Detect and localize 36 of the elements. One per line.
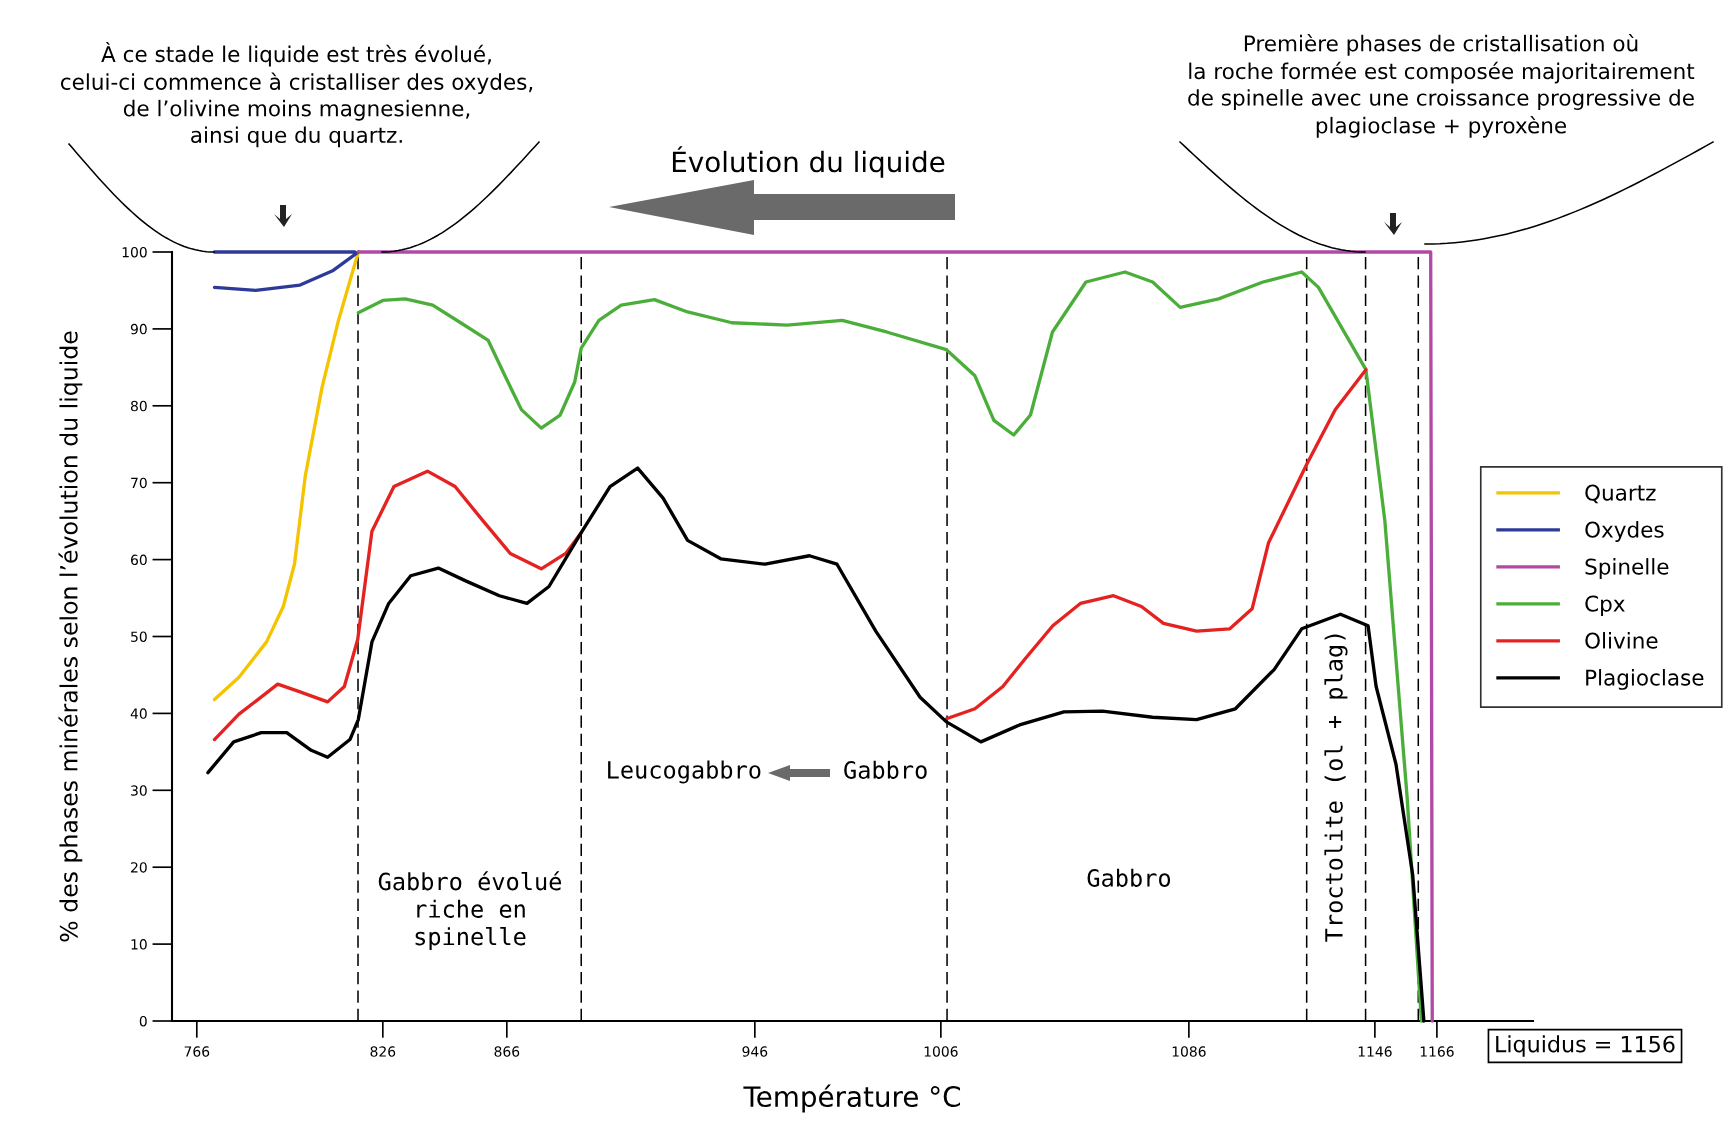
x-tick-label: 946 bbox=[742, 1046, 768, 1057]
annotation: Gabbro bbox=[844, 760, 927, 779]
y-tick-label: 80 bbox=[130, 400, 147, 412]
y-axis-title: % des phases minérales selon l’évolution du liquide bbox=[58, 331, 83, 942]
legend-label: Plagioclase bbox=[1586, 669, 1704, 690]
x-axis-title: Température °C bbox=[743, 1084, 961, 1113]
legend-label: Quartz bbox=[1585, 484, 1656, 504]
x-tick-label: 1146 bbox=[1358, 1046, 1392, 1057]
legend-label: Olivine bbox=[1585, 632, 1658, 649]
annotation: Gabbro évolué riche en spinelle bbox=[378, 871, 562, 950]
legend-label: Oxydes bbox=[1585, 521, 1664, 542]
y-tick-label: 30 bbox=[131, 785, 147, 796]
x-tick-label: 1086 bbox=[1172, 1046, 1206, 1057]
x-tick-label: 826 bbox=[370, 1046, 396, 1057]
x-tick-label: 866 bbox=[494, 1046, 520, 1057]
x-tick-label: 1166 bbox=[1420, 1046, 1454, 1057]
y-tick-label: 20 bbox=[131, 862, 147, 873]
annotation: Gabbro bbox=[1087, 868, 1171, 887]
annotation: Troctolite (ol + plag) bbox=[1324, 634, 1348, 942]
text: Première phases de cristallisation où la roche formée est composée majoritairement de spinelle avec une croissance progressive de plagioclase + pyroxène bbox=[1188, 34, 1695, 138]
text: Liquidus = 1156 bbox=[1496, 1035, 1675, 1057]
y-tick-label: 40 bbox=[130, 708, 147, 719]
y-tick-label: 50 bbox=[131, 631, 147, 642]
y-tick-label: 90 bbox=[130, 323, 147, 335]
y-tick-label: 60 bbox=[130, 554, 147, 566]
legend-label: Spinelle bbox=[1585, 558, 1669, 579]
x-tick-label: 766 bbox=[184, 1046, 210, 1057]
y-tick-label: 0 bbox=[139, 1015, 147, 1027]
y-tick-label: 10 bbox=[131, 939, 147, 950]
text: Évolution du liquide bbox=[672, 146, 945, 178]
y-tick-label: 70 bbox=[131, 477, 147, 489]
y-tick-label: 100 bbox=[122, 246, 147, 258]
annotation: Leucogabbro bbox=[608, 760, 761, 784]
legend-label: Cpx bbox=[1585, 595, 1625, 616]
text: À ce stade le liquide est très évolué, celui-ci commence à cristalliser des oxydes, de l’olivine moins magnesienne, ainsi que du quartz. bbox=[60, 42, 533, 148]
x-tick-label: 1006 bbox=[924, 1046, 958, 1057]
